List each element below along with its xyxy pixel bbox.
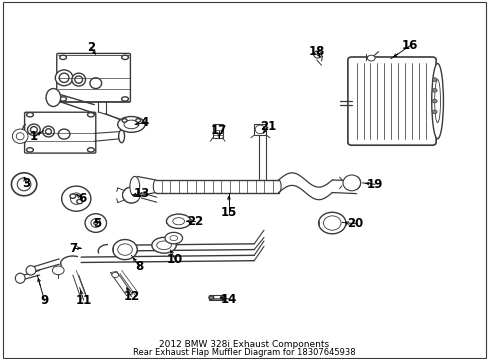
Ellipse shape: [61, 186, 91, 211]
Ellipse shape: [172, 218, 184, 225]
Ellipse shape: [166, 214, 190, 228]
Ellipse shape: [431, 110, 436, 114]
Ellipse shape: [220, 296, 225, 300]
Ellipse shape: [434, 80, 440, 123]
Ellipse shape: [112, 273, 119, 278]
Text: 10: 10: [167, 253, 183, 266]
Ellipse shape: [72, 73, 85, 86]
Ellipse shape: [431, 89, 436, 92]
Text: 12: 12: [123, 290, 139, 303]
Ellipse shape: [313, 51, 321, 58]
Ellipse shape: [318, 212, 345, 234]
Ellipse shape: [26, 266, 36, 275]
Text: 18: 18: [308, 45, 324, 58]
Ellipse shape: [118, 117, 145, 132]
Ellipse shape: [70, 194, 76, 198]
Ellipse shape: [323, 216, 340, 230]
Ellipse shape: [75, 76, 82, 83]
Ellipse shape: [26, 113, 33, 117]
Ellipse shape: [164, 232, 182, 244]
Text: 5: 5: [93, 217, 101, 230]
Text: 2: 2: [87, 41, 95, 54]
Ellipse shape: [118, 244, 132, 255]
Text: 4: 4: [140, 116, 148, 129]
Ellipse shape: [59, 73, 69, 82]
Ellipse shape: [15, 273, 25, 283]
Ellipse shape: [431, 63, 443, 139]
Ellipse shape: [122, 187, 140, 203]
Ellipse shape: [366, 55, 374, 61]
FancyBboxPatch shape: [347, 57, 435, 145]
Ellipse shape: [122, 119, 127, 122]
Bar: [254, 124, 266, 135]
Ellipse shape: [90, 78, 102, 89]
FancyBboxPatch shape: [57, 53, 130, 102]
Ellipse shape: [208, 296, 213, 300]
Ellipse shape: [55, 70, 73, 86]
Ellipse shape: [52, 266, 64, 275]
Ellipse shape: [169, 235, 177, 240]
Ellipse shape: [94, 222, 98, 225]
Ellipse shape: [255, 125, 264, 134]
Ellipse shape: [16, 133, 24, 140]
Text: 16: 16: [401, 39, 418, 52]
Ellipse shape: [70, 193, 82, 204]
Ellipse shape: [130, 176, 140, 197]
Ellipse shape: [87, 148, 94, 152]
Ellipse shape: [42, 126, 54, 137]
Ellipse shape: [342, 175, 360, 191]
Ellipse shape: [124, 120, 139, 129]
Text: Rear Exhaust Flap Muffler Diagram for 18307645938: Rear Exhaust Flap Muffler Diagram for 18…: [133, 348, 355, 357]
Ellipse shape: [11, 173, 37, 196]
Text: 14: 14: [220, 293, 237, 306]
Ellipse shape: [60, 55, 66, 59]
Text: 22: 22: [186, 215, 203, 228]
Text: 11: 11: [75, 294, 92, 307]
Ellipse shape: [77, 199, 82, 204]
Ellipse shape: [46, 89, 61, 107]
Ellipse shape: [122, 55, 128, 59]
Ellipse shape: [122, 97, 128, 101]
Bar: [212, 124, 222, 138]
Bar: [209, 295, 224, 300]
Text: 7: 7: [69, 242, 77, 255]
Ellipse shape: [12, 129, 28, 143]
Ellipse shape: [17, 178, 31, 191]
Text: 9: 9: [41, 294, 49, 307]
Ellipse shape: [136, 119, 141, 122]
Text: 3: 3: [22, 177, 30, 190]
Ellipse shape: [58, 129, 70, 139]
Ellipse shape: [431, 78, 436, 81]
Ellipse shape: [87, 113, 94, 117]
Ellipse shape: [30, 127, 37, 133]
Ellipse shape: [27, 124, 40, 135]
Ellipse shape: [157, 241, 171, 249]
Ellipse shape: [85, 214, 106, 232]
Text: 2012 BMW 328i Exhaust Components: 2012 BMW 328i Exhaust Components: [159, 341, 329, 350]
Text: 13: 13: [134, 187, 150, 200]
Text: 1: 1: [30, 130, 38, 144]
FancyBboxPatch shape: [24, 112, 96, 153]
Ellipse shape: [60, 97, 66, 101]
Text: 15: 15: [220, 207, 237, 220]
Ellipse shape: [119, 130, 124, 143]
Ellipse shape: [26, 148, 33, 152]
Text: 6: 6: [79, 192, 86, 205]
Ellipse shape: [91, 219, 101, 227]
Text: 20: 20: [347, 217, 363, 230]
Text: 21: 21: [259, 121, 275, 134]
Ellipse shape: [45, 129, 51, 134]
Ellipse shape: [152, 237, 176, 253]
Text: 8: 8: [135, 260, 143, 273]
Text: 19: 19: [366, 178, 383, 191]
Text: 17: 17: [211, 124, 227, 137]
Ellipse shape: [113, 239, 137, 260]
Ellipse shape: [431, 99, 436, 103]
